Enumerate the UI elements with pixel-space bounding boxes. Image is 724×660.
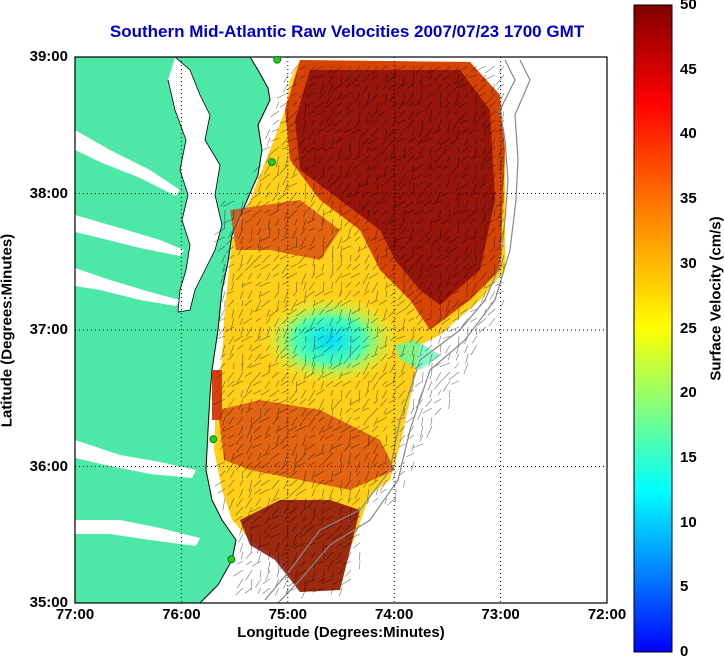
- station-marker: [274, 56, 281, 63]
- y-tick-label: 36:00: [8, 458, 68, 475]
- colorbar-tick-label: 45: [680, 61, 697, 78]
- y-tick-label: 37:00: [8, 321, 68, 338]
- x-tick-label: 74:00: [364, 606, 424, 623]
- colorbar-tick-label: 5: [680, 578, 688, 595]
- station-marker: [210, 436, 217, 443]
- colorbar-tick-label: 10: [680, 514, 697, 531]
- station-marker: [268, 159, 275, 166]
- x-tick-label: 75:00: [258, 606, 318, 623]
- y-tick-label: 39:00: [8, 48, 68, 65]
- colorbar-tick-label: 30: [680, 255, 697, 272]
- x-tick-label: 73:00: [471, 606, 531, 623]
- y-tick-label: 35:00: [8, 594, 68, 611]
- colorbar-tick-label: 15: [680, 449, 697, 466]
- colorbar-label: Surface Velocity (cm/s): [708, 149, 724, 449]
- colorbar-tick-label: 0: [680, 643, 688, 660]
- colorbar-tick-label: 25: [680, 320, 697, 337]
- colorbar-tick-label: 50: [680, 0, 697, 13]
- station-marker: [228, 556, 235, 563]
- y-axis-label: Latitude (Degrees:Minutes): [0, 181, 16, 481]
- colorbar-tick-label: 20: [680, 384, 697, 401]
- y-tick-label: 38:00: [8, 185, 68, 202]
- x-axis-label: Longitude (Degrees:Minutes): [75, 624, 607, 641]
- colorbar-tick-label: 40: [680, 125, 697, 142]
- x-tick-label: 72:00: [577, 606, 637, 623]
- colorbar: [634, 5, 672, 652]
- x-tick-label: 76:00: [151, 606, 211, 623]
- colorbar-tick-label: 35: [680, 190, 697, 207]
